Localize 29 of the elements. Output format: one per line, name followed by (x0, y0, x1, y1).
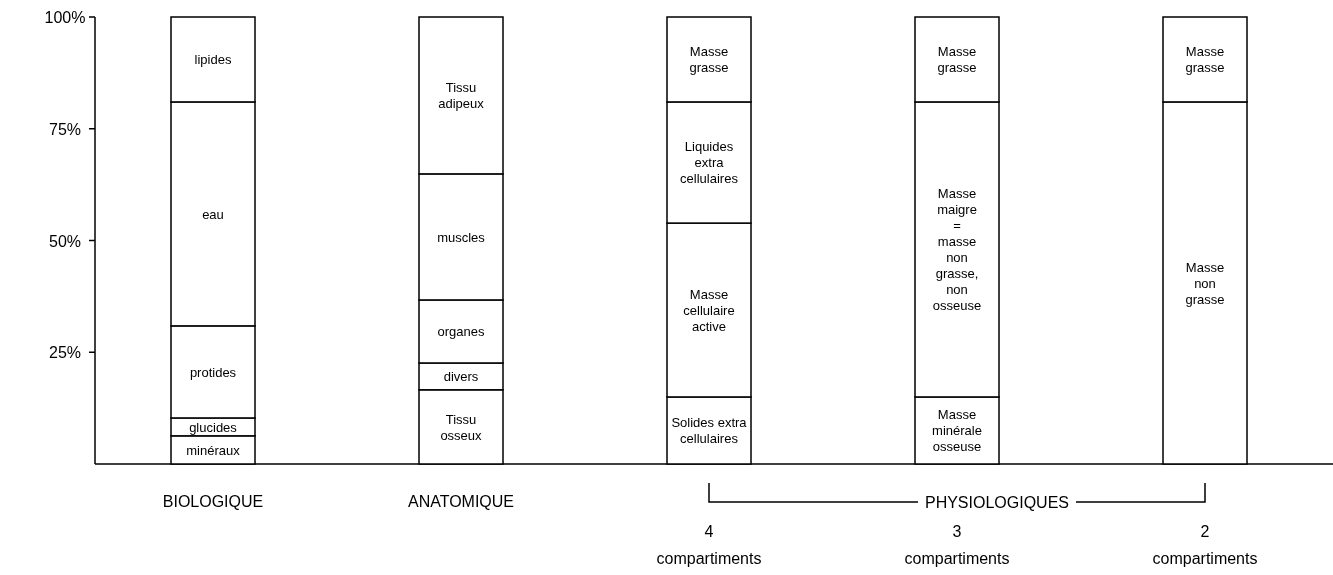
data-label: Masse cellulaire active (683, 287, 735, 335)
x-tick-label: ANATOMIQUE (407, 493, 515, 510)
data-label: Masse maigre = masse non grasse, non osseuse (932, 186, 982, 314)
x-tick-label: BIOLOGIQUE (162, 493, 264, 510)
data-label: Liquides extra cellulaires (680, 139, 739, 187)
data-label: Solides extra cellulaires (671, 415, 748, 447)
data-label: Masse grasse (1185, 44, 1225, 76)
data-label: divers (443, 369, 479, 385)
data-label: Masse minérale osseuse (932, 407, 982, 455)
data-label: glucides (189, 419, 238, 435)
data-label: muscles (437, 229, 486, 245)
y-tick-label: 25% (48, 344, 82, 362)
data-label: eau (202, 206, 224, 222)
x-tick-label: 2 compartiments (1152, 523, 1258, 567)
data-label: minéraux (186, 442, 241, 458)
data-label: lipides (194, 52, 232, 68)
data-label: organes (437, 324, 485, 340)
y-tick-label: 50% (48, 232, 82, 250)
x-tick-label: 4 compartiments (656, 523, 762, 567)
data-label: Masse non grasse (1185, 259, 1225, 307)
data-label: Tissu adipeux (438, 80, 485, 112)
data-label: Masse grasse (689, 44, 729, 76)
y-tick-label: 100% (44, 9, 86, 26)
data-label: protides (189, 364, 237, 380)
x-tick-label: 3 compartiments (904, 523, 1010, 567)
data-label: Tissu osseux (440, 411, 483, 443)
data-label: Masse grasse (937, 44, 977, 76)
text: PHYSIOLOGIQUES (924, 494, 1070, 511)
y-tick-label: 75% (48, 120, 82, 138)
